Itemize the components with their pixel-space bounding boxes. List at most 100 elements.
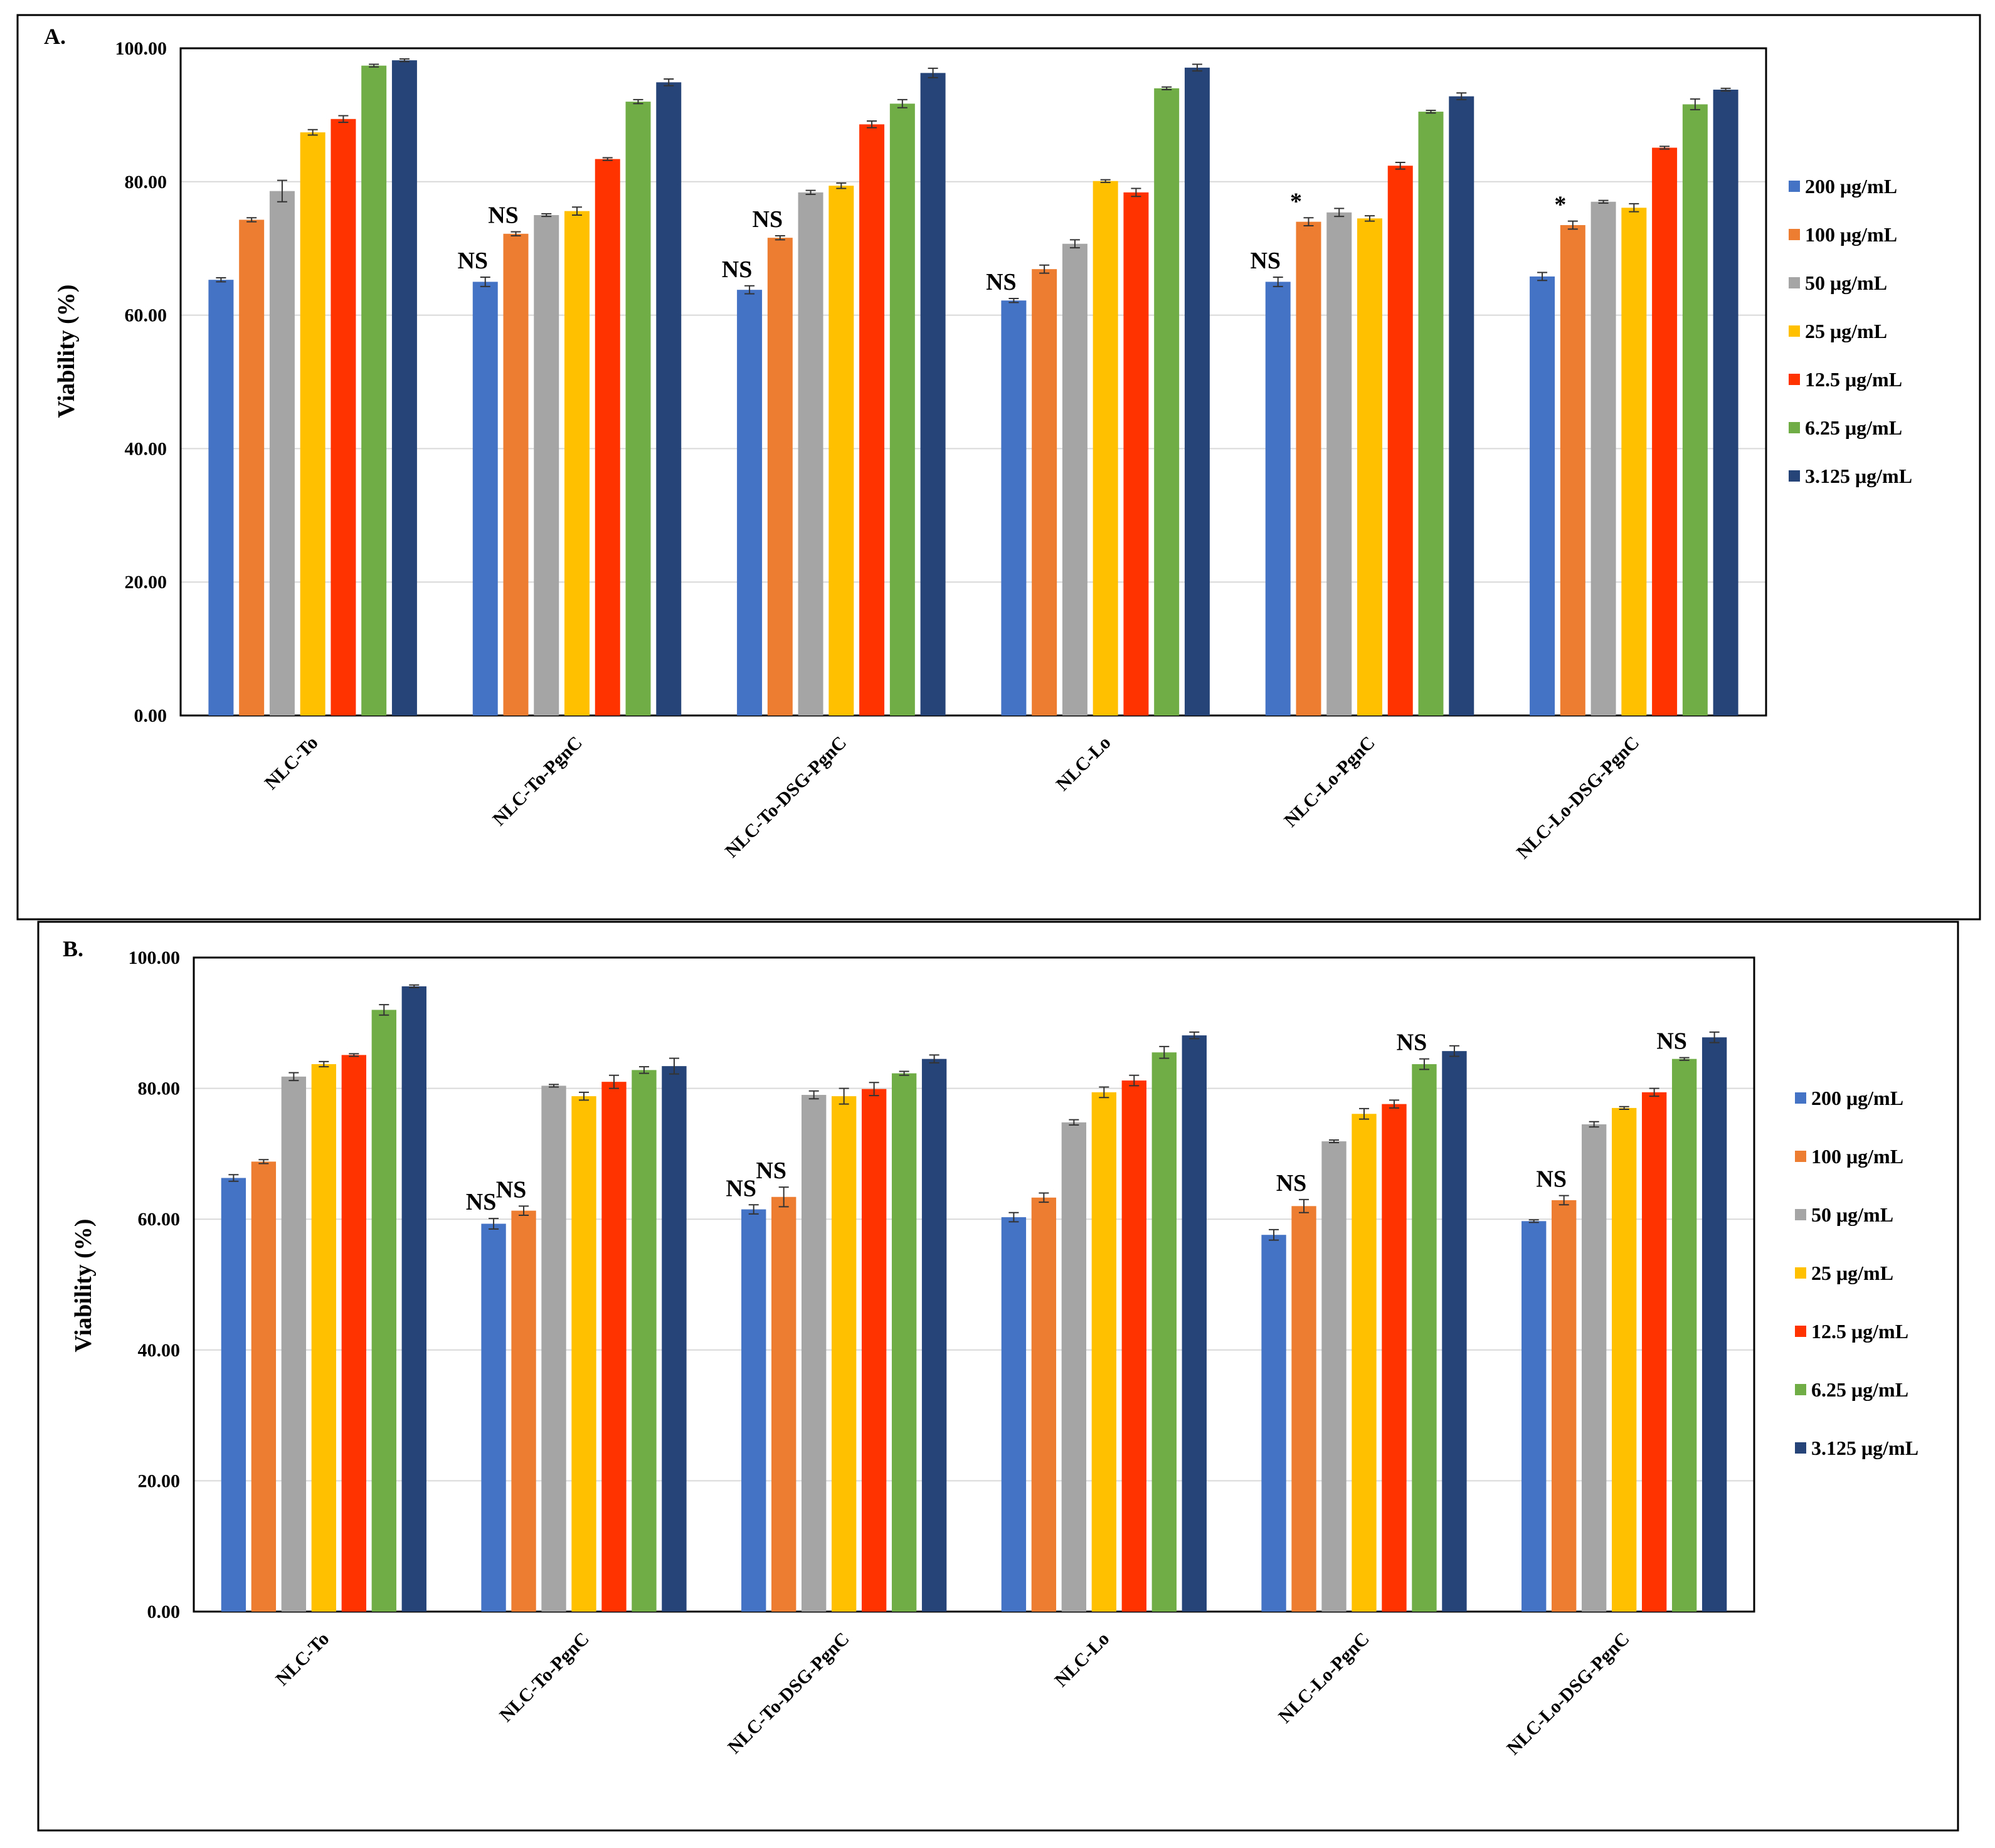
bar	[1387, 166, 1413, 715]
error-bar	[1329, 1139, 1340, 1144]
bar	[311, 1064, 337, 1612]
error-bar	[1449, 1045, 1459, 1057]
x-tick-label: NLC-Lo-PgnC	[1274, 1629, 1373, 1728]
error-bar	[399, 58, 410, 63]
legend-swatch	[1795, 1442, 1806, 1454]
error-bar	[1334, 208, 1345, 218]
error-bar	[319, 1060, 329, 1068]
bar	[771, 1196, 796, 1612]
significance-label: NS	[1276, 1170, 1307, 1196]
bar	[595, 159, 620, 715]
error-bar	[549, 1084, 559, 1088]
bar	[361, 65, 387, 715]
error-bar	[1039, 264, 1050, 274]
legend-label: 12.5 μg/mL	[1805, 368, 1902, 391]
error-bar	[778, 1186, 789, 1208]
bar	[802, 1095, 827, 1612]
y-axis-label: Viability (%)	[53, 285, 80, 418]
y-axis-label: Viability (%)	[70, 1219, 97, 1353]
bar	[1326, 212, 1352, 715]
error-bar	[1365, 215, 1375, 222]
error-bar	[1558, 1195, 1569, 1206]
legend-label: 200 μg/mL	[1811, 1087, 1903, 1109]
bar	[1121, 1080, 1146, 1612]
bar	[511, 1210, 536, 1612]
bar	[251, 1161, 277, 1612]
error-bar	[1537, 272, 1548, 282]
legend-swatch	[1789, 277, 1800, 288]
error-bar	[489, 1218, 499, 1230]
panel-label: A.	[44, 24, 66, 49]
bar	[269, 191, 295, 715]
error-bar	[1100, 179, 1111, 183]
error-bar	[1709, 1031, 1720, 1043]
error-bar	[228, 1174, 239, 1182]
bar	[391, 60, 417, 716]
error-bar	[307, 129, 318, 136]
error-bar	[899, 1070, 909, 1076]
error-bar	[1690, 98, 1700, 110]
bar	[1449, 96, 1474, 715]
bar	[656, 82, 682, 716]
error-bar	[1679, 1057, 1690, 1061]
significance-label: *	[1290, 188, 1302, 214]
legend-swatch	[1789, 229, 1800, 240]
error-bar	[338, 115, 349, 124]
bar	[503, 233, 529, 715]
bar	[920, 73, 946, 715]
error-bar	[1129, 1074, 1140, 1087]
error-bar	[1131, 187, 1141, 198]
error-bar	[1008, 298, 1019, 304]
plot-frame	[193, 956, 1755, 1613]
error-bar	[839, 1087, 849, 1105]
error-bar	[929, 1054, 939, 1064]
legend-swatch	[1795, 1326, 1806, 1337]
bar	[601, 1082, 627, 1612]
y-tick-label: 40.00	[138, 1340, 181, 1361]
bar	[1091, 1092, 1117, 1612]
bar	[1530, 276, 1555, 715]
significance-label: *	[1554, 192, 1566, 218]
bar	[1123, 192, 1149, 716]
error-bar	[1419, 1058, 1429, 1070]
y-tick-label: 0.00	[147, 1602, 181, 1622]
error-bar	[288, 1072, 299, 1082]
bar	[541, 1085, 566, 1612]
error-bar	[519, 1205, 529, 1216]
legend-swatch	[1795, 1384, 1806, 1395]
bar	[921, 1059, 947, 1612]
error-bar	[369, 63, 379, 68]
bar	[1357, 218, 1382, 715]
error-bar	[1273, 276, 1283, 287]
bar	[889, 103, 915, 715]
legend-swatch	[1789, 181, 1800, 192]
y-tick-label: 20.00	[138, 1470, 181, 1491]
error-bar	[1589, 1121, 1599, 1128]
bar	[1261, 1235, 1286, 1612]
x-tick-label: NLC-To-DSG-PgnC	[721, 732, 850, 862]
error-bar	[1039, 1192, 1049, 1203]
panel-label: B.	[63, 936, 83, 961]
error-bar	[1303, 217, 1314, 227]
bar	[1382, 1104, 1407, 1612]
error-bar	[897, 98, 908, 108]
legend-label: 50 μg/mL	[1805, 272, 1887, 294]
legend-swatch	[1789, 422, 1800, 433]
error-bar	[664, 78, 674, 87]
bar	[239, 219, 265, 715]
error-bar	[349, 1053, 359, 1057]
error-bar	[1720, 87, 1731, 92]
error-bar	[1659, 145, 1670, 150]
bar	[1265, 282, 1291, 715]
bar	[1352, 1114, 1377, 1612]
x-tick-label: NLC-To-DSG-PgnC	[724, 1629, 853, 1758]
bar	[662, 1066, 687, 1612]
error-bar	[602, 157, 613, 161]
error-bar	[1069, 239, 1080, 249]
legend-label: 3.125 μg/mL	[1805, 465, 1912, 487]
bar	[798, 192, 823, 716]
error-bar	[1426, 109, 1436, 114]
error-bar	[541, 213, 552, 218]
x-tick-label: NLC-Lo	[1050, 1629, 1113, 1691]
